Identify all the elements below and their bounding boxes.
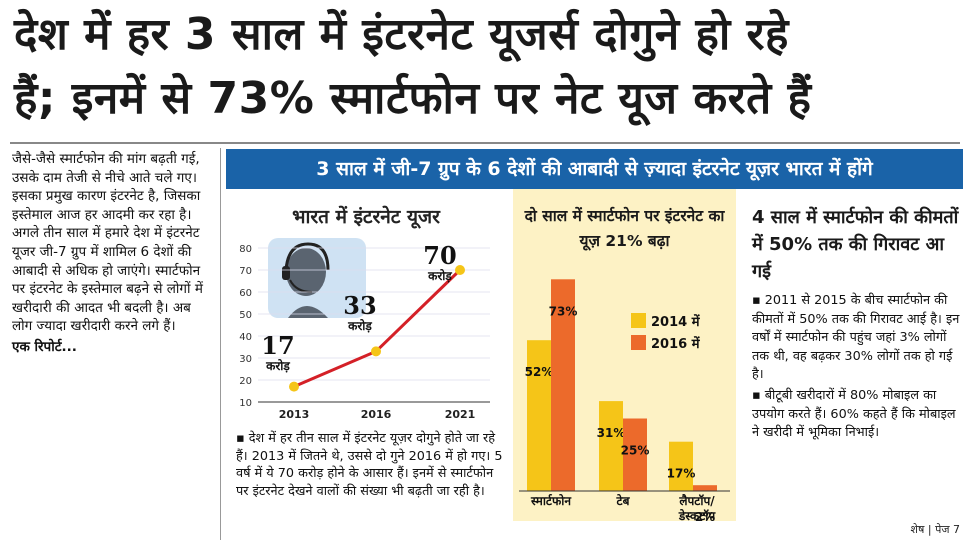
y-tick-label: 70 <box>239 266 252 277</box>
left-column-article: जैसे-जैसे स्मार्टफोन की मांग बढ़ती गई, उ… <box>12 150 212 357</box>
headline-line-2: हैं; इनमें से 73% स्मार्टफोन पर नेट यूज … <box>14 73 812 124</box>
bar <box>623 418 647 491</box>
bar-data-label: 17% <box>667 467 696 481</box>
device-usage-bar-chart: 52% 31% 17% 73% 25% 2% स्मार्टफोन टेब लैपटॉप/डेस… <box>519 279 730 521</box>
right-column-para-2: ▪ बीटूबी खरीदारों में 80% मोबाइल का उपयो… <box>752 387 956 441</box>
bar <box>527 340 551 491</box>
right-column-body: ▪ 2011 से 2015 के बीच स्मार्टफोन की कीमत… <box>752 292 960 445</box>
data-label-value: 70 <box>423 241 456 270</box>
headset-user-icon <box>268 238 366 318</box>
y-tick-label: 80 <box>239 244 252 255</box>
bar-chart-title: दो साल में स्मार्टफोन पर इंटरनेट का यूज़… <box>524 207 725 250</box>
y-tick-label: 40 <box>239 332 252 343</box>
y-tick-label: 20 <box>239 376 252 387</box>
right-column-para-1: ▪ 2011 से 2015 के बीच स्मार्टफोन की कीमत… <box>752 293 960 383</box>
x-category-label: डेस्कटॉप <box>678 509 716 521</box>
legend-swatch <box>631 313 646 328</box>
data-label-unit: करोड़ <box>347 319 372 333</box>
x-tick-label: 2021 <box>445 408 476 421</box>
legend-label: 2014 में <box>651 314 701 330</box>
right-column-title: 4 साल में स्मार्टफोन की कीमतों में 50% त… <box>752 207 959 282</box>
x-tick-label: 2013 <box>279 408 310 421</box>
line-chart-axes: 10 20 30 40 50 60 70 80 2013 2016 2021 <box>239 244 490 421</box>
page-continuation: शेष | पेज 7 <box>910 523 960 536</box>
bar-data-label: 25% <box>621 444 650 458</box>
bar-chart-plot: 52% 31% 17% 73% 25% 2% स्मार्टफोन टेब लैपटॉप/डेस… <box>519 279 730 521</box>
x-category-label: लैपटॉप/ <box>678 494 715 508</box>
bar-data-label: 31% <box>597 426 626 440</box>
y-tick-label: 50 <box>239 310 252 321</box>
x-category-label: टेब <box>616 494 631 508</box>
bar-data-label: 2% <box>695 510 715 521</box>
article-signature: एक रिपोर्ट... <box>12 338 77 355</box>
column-divider <box>220 148 221 540</box>
bar <box>551 279 575 491</box>
data-point <box>455 265 465 275</box>
data-label-unit: करोड़ <box>427 269 452 283</box>
bar-data-label: 52% <box>525 365 554 379</box>
bar-data-label: 73% <box>549 304 578 318</box>
line-chart-title: भारत में इंटरनेट यूजर <box>292 206 440 228</box>
bar <box>693 485 717 491</box>
legend-swatch <box>631 335 646 350</box>
bar <box>669 441 693 491</box>
data-label-unit: करोड़ <box>265 359 290 373</box>
data-label-value: 33 <box>343 291 376 320</box>
y-tick-label: 30 <box>239 354 252 365</box>
section-banner: 3 साल में जी-7 ग्रुप के 6 देशों की आबादी… <box>226 149 963 189</box>
article-body: जैसे-जैसे स्मार्टफोन की मांग बढ़ती गई, उ… <box>12 151 203 335</box>
bar <box>599 401 623 491</box>
legend-label: 2016 में <box>651 336 701 352</box>
headline: देश में हर 3 साल में इंटरनेट यूजर्स दोगु… <box>14 4 959 132</box>
x-tick-label: 2016 <box>361 408 392 421</box>
data-label-value: 17 <box>261 331 294 360</box>
headline-line-1: देश में हर 3 साल में इंटरनेट यूजर्स दोगु… <box>14 9 789 60</box>
divider <box>10 142 960 144</box>
y-tick-label: 10 <box>239 398 252 409</box>
data-point <box>289 381 299 392</box>
line-chart-note: ▪ देश में हर तीन साल में इंटरनेट यूज़र द… <box>236 431 503 499</box>
y-tick-label: 60 <box>239 288 252 299</box>
x-category-label: स्मार्टफोन <box>530 494 572 508</box>
data-point <box>371 346 381 357</box>
